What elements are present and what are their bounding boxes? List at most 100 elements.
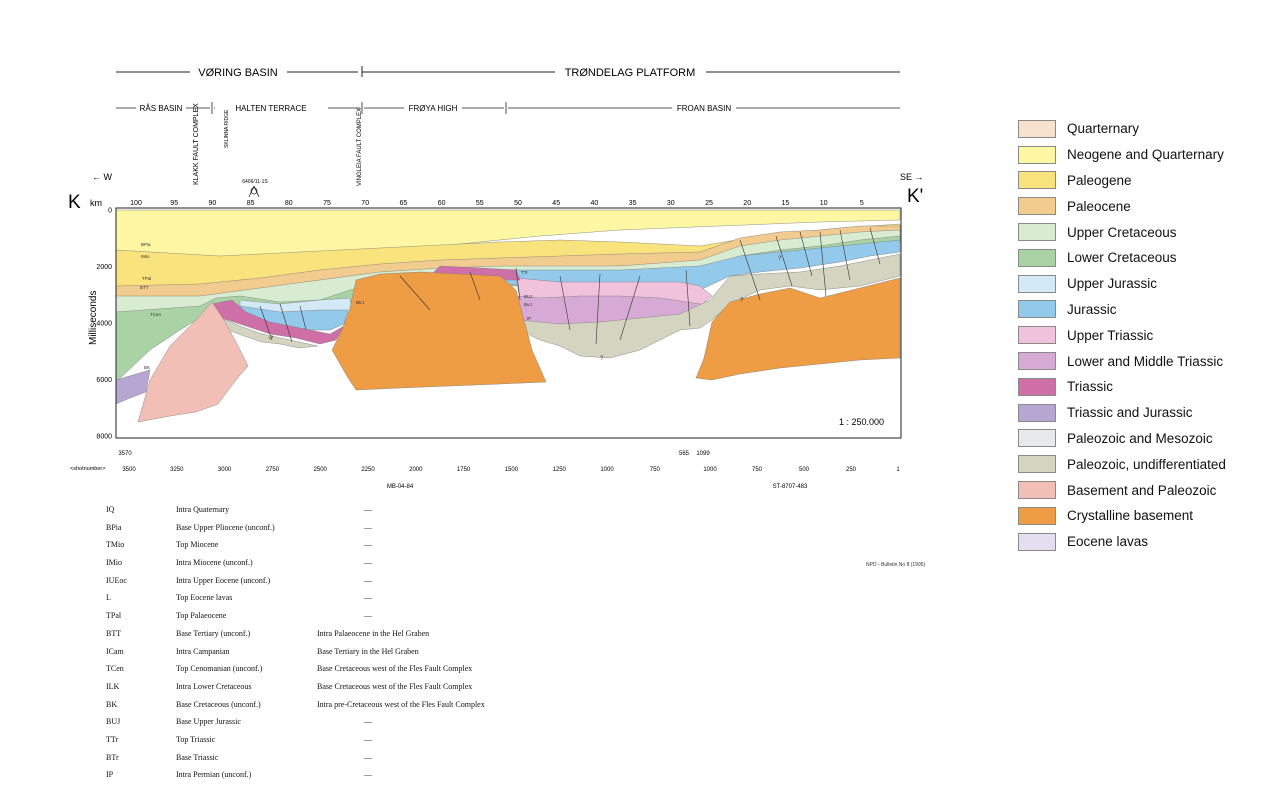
horizon-name: Top Triassic [176,734,216,744]
horizon-name: Top Miocene [176,540,219,550]
horizon-note: Intra pre-Cretaceous west of the Fles Fa… [317,699,485,709]
seismic-line-1: MB-04-84 [387,484,414,490]
shot-tick-label: 2000 [409,467,423,473]
horizon-code: ILK [106,681,120,691]
horizon-code: IP [106,770,114,780]
horizon-code: TMio [106,540,125,550]
horizon-dash: — [364,575,372,585]
km-tick-label: 90 [209,200,217,207]
subregion-halten-terrace: HALTEN TERRACE [235,104,306,113]
horizon-name: Intra Lower Cretaceous [176,681,252,691]
horizon-dash: — [364,593,372,603]
horizon-name: Top Eocene lavas [176,593,233,603]
region-voring-basin: VØRING BASIN [198,67,278,79]
shot-line1-start: 3570 [118,451,132,457]
shot-tick-label: 2500 [314,467,328,473]
horizon-name: Intra Upper Eocene (unconf.) [176,575,271,585]
legend-item: Eocene lavas [1018,529,1278,555]
km-tick-label: 80 [285,200,293,207]
km-tick-label: 10 [820,200,828,207]
legend-swatch [1018,326,1056,345]
layer-triassic-halten [211,299,345,345]
horizon-dash: — [364,540,372,550]
legend-item: Paleozoic, undifferentiated [1018,451,1278,477]
layer-label: IMio [141,254,150,259]
legend-swatch [1018,145,1056,164]
layer-label: BPia [141,242,151,247]
shot-tick-label: 1750 [457,467,471,473]
legend-item: Lower and Middle Triassic [1018,348,1278,374]
km-tick-label: 100 [130,200,142,207]
layer-label: BuJ [524,302,532,307]
fault-lines [259,227,881,345]
layer-paleozoic-undiff-platform [519,253,901,359]
legend-swatch [1018,506,1056,525]
shotpoint-axis: 3500 3250 3000 2750 2500 2250 2000 1750 1500 1250… [122,467,900,473]
legend-item: Triassic [1018,374,1278,400]
ms-tick-label: 8000 [96,434,112,441]
west-label: ← W [92,172,113,182]
subregion-froya-high: FRØYA HIGH [409,104,458,113]
legend-swatch [1018,403,1056,422]
layer-label: BtrJ [356,300,364,305]
shot-tick-label: 750 [752,467,763,473]
tie-left: 565 [679,451,690,457]
shot-tick-label: 3250 [170,467,184,473]
ms-tick-label: 2000 [96,264,112,271]
legend-swatch [1018,532,1056,551]
legend-swatch [1018,455,1056,474]
layer-label: BTT [140,285,149,290]
horizon-name: Base Cretaceous (unconf.) [176,699,261,709]
subregion-ras-basin: RÅS BASIN [140,104,183,113]
horizon-code: BUJ [106,717,121,727]
legend-swatch [1018,171,1056,190]
well-symbol [248,185,260,198]
legend-label: Paleocene [1067,198,1131,214]
uncertain-mark: ? [778,256,782,262]
horizon-name: Base Upper Pliocene (unconf.) [176,522,275,532]
ms-tick-label: 6000 [96,377,112,384]
legend-item: Upper Jurassic [1018,271,1278,297]
legend-label: Triassic [1067,379,1113,395]
km-axis: 100 95 90 85 80 75 70 65 60 55 50 45 40 35 30 25 20 15 10 5 [130,200,864,438]
layer-basement-paleozoic [137,301,249,423]
horizon-name: Intra Miocene (unconf.) [176,558,253,568]
shot-tick-label: 250 [846,467,857,473]
uncertain-mark: ? [270,336,274,342]
legend-item: Basement and Paleozoic [1018,477,1278,503]
horizon-dash: — [364,752,372,762]
legend-item: Upper Cretaceous [1018,219,1278,245]
legend-label: Lower Cretaceous [1067,250,1177,266]
layer-labels: BPia IMio TPal BTT TCen BK TTr BUJ BuJ BtrJ IP????… [140,242,782,370]
layer-label: TCen [150,312,162,317]
ms-tick-label: 0 [108,208,112,215]
km-tick-label: 5 [860,200,864,207]
seismic-line-2: ST-8707-483 [773,484,808,490]
shot-tick-label: 1000 [703,467,717,473]
well-label: 6406/11-1S [242,179,268,185]
horizon-code: BK [106,699,118,709]
km-tick-label: 55 [476,200,484,207]
cross-section-diagram: VØRING BASIN TRØNDELAG PLATFORM RÅS BASI… [68,66,924,490]
legend-swatch [1018,429,1056,448]
horizon-code: TCen [106,664,124,674]
legend-item: Crystalline basement [1018,503,1278,529]
horizon-name: Intra Permian (unconf.) [176,770,252,780]
legend-label: Basement and Paleozoic [1067,482,1217,498]
legend-label: Upper Triassic [1067,327,1154,343]
shot-tick-label: 750 [650,467,661,473]
shot-tick-label: 1500 [505,467,519,473]
horizon-dash: — [364,522,372,532]
shot-tick-label: 1 [896,467,900,473]
layer-label: TTr [521,270,528,275]
horizon-code: TPal [106,611,122,621]
legend-label: Paleozoic and Mesozoic [1067,430,1213,446]
structure-klakk-fault-complex: KLAKK FAULT COMPLEX [193,103,200,185]
km-tick-label: 65 [400,200,408,207]
km-tick-label: 30 [667,200,675,207]
legend-item: Neogene and Quarternary [1018,142,1278,168]
km-tick-label: 20 [743,200,751,207]
km-unit-label: km [90,198,102,208]
horizon-name: Intra Quaternary [176,505,230,514]
legend-item: Lower Cretaceous [1018,245,1278,271]
